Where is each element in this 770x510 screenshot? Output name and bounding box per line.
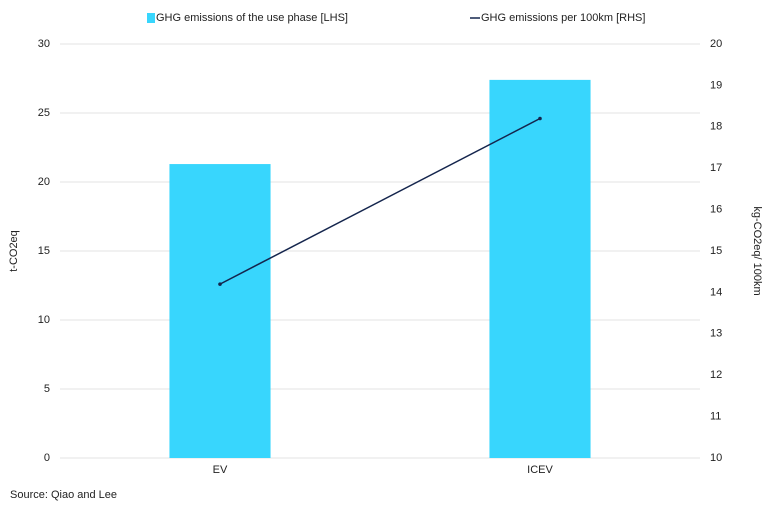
y-tick-label: 15 xyxy=(38,245,50,257)
y2-tick-label: 14 xyxy=(710,286,722,298)
y2-axis-label: kg-CO2eq/ 100km xyxy=(751,206,763,295)
line xyxy=(219,117,541,285)
y-tick-label: 25 xyxy=(38,107,50,119)
source-note: Source: Qiao and Lee xyxy=(10,489,117,501)
x-tick-label: ICEV xyxy=(527,464,553,476)
y-tick-label: 30 xyxy=(38,38,50,50)
y2-tick-label: 11 xyxy=(710,411,721,423)
y-axis-label: t-CO2eq xyxy=(8,230,20,272)
y2-tick-label: 13 xyxy=(710,328,722,340)
y-tick-label: 20 xyxy=(38,176,50,188)
y-tick-label: 0 xyxy=(44,452,50,464)
y2-tick-label: 10 xyxy=(710,452,722,464)
y-tick-label: 5 xyxy=(44,383,50,395)
y2-tick-label: 18 xyxy=(710,121,722,133)
y2-tick-label: 15 xyxy=(710,245,722,257)
y2-tick-label: 12 xyxy=(710,369,722,381)
y2-tick-label: 17 xyxy=(710,162,722,174)
y2-tick-label: 20 xyxy=(710,38,722,50)
line-point xyxy=(538,116,542,121)
bar xyxy=(169,164,271,458)
legend-label: GHG emissions of the use phase [LHS] xyxy=(156,12,348,24)
line-point xyxy=(218,282,222,286)
legend-label: GHG emissions per 100km [RHS] xyxy=(481,12,645,24)
x-tick-label: EV xyxy=(213,464,228,476)
y2-tick-label: 19 xyxy=(710,79,722,91)
y-tick-label: 10 xyxy=(38,314,50,326)
bar xyxy=(489,79,591,458)
legend-swatch xyxy=(147,13,155,23)
y2-tick-label: 16 xyxy=(710,204,722,216)
